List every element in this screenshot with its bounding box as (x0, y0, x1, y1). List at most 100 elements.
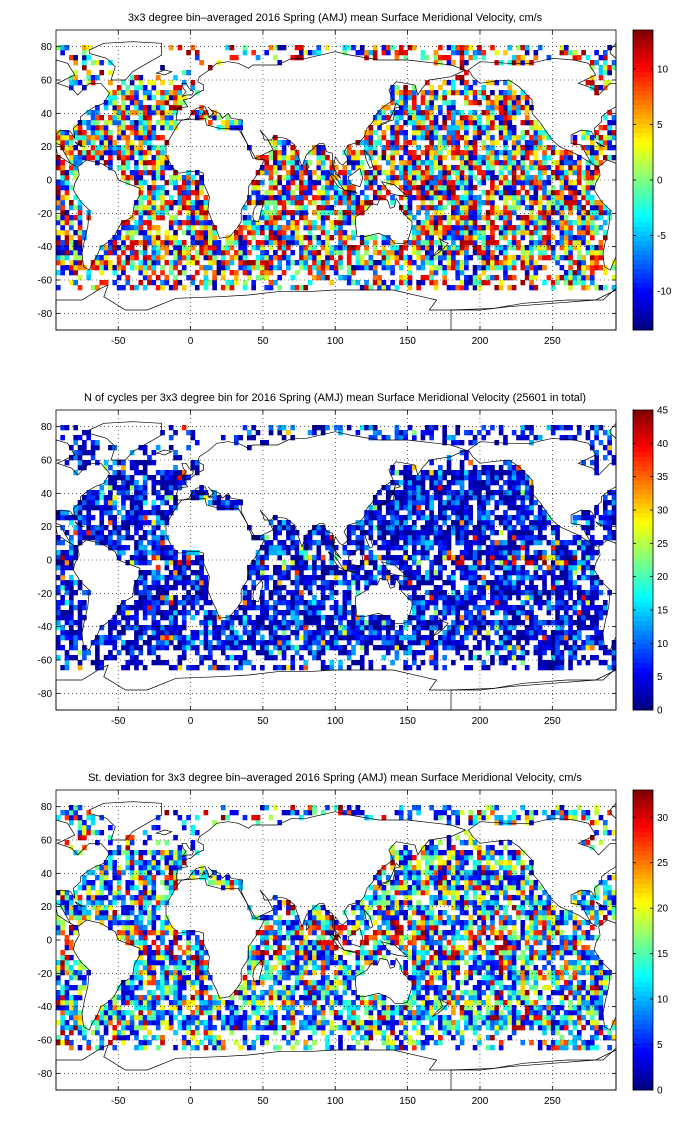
data-cell (125, 155, 131, 161)
data-cell (60, 630, 65, 636)
data-cell (481, 595, 487, 601)
data-cell (346, 200, 352, 206)
data-cell (129, 655, 135, 661)
data-cell (602, 210, 608, 216)
data-cell (64, 655, 70, 661)
data-cell (572, 55, 578, 61)
data-cell (416, 665, 421, 671)
data-cell (251, 225, 256, 231)
data-cell (181, 80, 187, 86)
data-cell (359, 285, 365, 291)
data-cell (485, 80, 491, 86)
data-cell (598, 630, 604, 636)
data-cell (168, 285, 174, 291)
data-cell (151, 110, 157, 116)
data-cell (490, 225, 495, 231)
data-cell (511, 655, 517, 661)
data-cell (537, 255, 543, 261)
data-cell (364, 250, 369, 256)
data-cell (112, 105, 118, 111)
data-cell (602, 125, 608, 131)
data-cell (398, 45, 404, 51)
data-cell (273, 145, 278, 151)
data-cell (273, 625, 278, 631)
data-cell (364, 130, 369, 136)
data-cell (138, 160, 144, 166)
data-cell (429, 140, 434, 146)
data-cell (542, 190, 547, 196)
data-cell (524, 95, 530, 101)
data-cell (56, 45, 61, 51)
data-cell (568, 590, 573, 596)
data-cell (121, 600, 126, 606)
data-cell (325, 180, 330, 186)
data-cell (255, 570, 261, 576)
data-cell (533, 125, 539, 131)
data-cell (142, 130, 148, 136)
data-cell (320, 165, 326, 171)
data-cell (142, 625, 148, 631)
data-cell (86, 270, 92, 276)
data-cell (411, 575, 417, 581)
data-cell (372, 140, 378, 146)
data-cell (550, 640, 556, 646)
data-cell (95, 255, 100, 261)
data-cell (503, 630, 508, 636)
data-cell (56, 270, 61, 276)
data-cell (394, 150, 400, 156)
data-cell (411, 90, 417, 96)
data-cell (364, 585, 369, 591)
data-cell (446, 645, 452, 651)
data-cell (108, 135, 113, 141)
data-cell (468, 110, 474, 116)
data-cell (277, 260, 283, 266)
data-cell (589, 645, 595, 651)
data-cell (390, 635, 395, 641)
data-cell (490, 150, 495, 156)
data-cell (268, 635, 274, 641)
data-cell (377, 140, 382, 146)
data-cell (134, 635, 139, 641)
data-cell (563, 610, 569, 616)
data-cell (485, 235, 491, 241)
data-cell (477, 165, 482, 171)
data-cell (481, 260, 487, 266)
data-cell (69, 610, 74, 616)
data-cell (351, 580, 356, 586)
data-cell (602, 70, 608, 76)
data-cell (438, 195, 443, 201)
data-cell (568, 575, 573, 581)
data-cell (533, 120, 539, 126)
data-cell (64, 145, 70, 151)
data-cell (134, 75, 139, 81)
data-cell (546, 165, 552, 171)
data-cell (464, 135, 469, 141)
data-cell (589, 150, 595, 156)
data-cell (533, 220, 539, 226)
data-cell (359, 620, 365, 626)
colorbar-segment (633, 311, 653, 317)
data-cell (316, 160, 322, 166)
data-cell (207, 280, 213, 286)
data-cell (151, 85, 157, 91)
colorbar-tick-label: 5 (657, 120, 663, 131)
data-cell (464, 165, 469, 171)
data-cell (468, 205, 474, 211)
data-cell (138, 85, 144, 91)
data-cell (247, 615, 252, 621)
data-cell (207, 265, 213, 271)
y-tick-label: -80 (38, 309, 53, 320)
data-cell (416, 605, 421, 611)
data-cell (424, 170, 430, 176)
data-cell (455, 125, 461, 131)
data-cell (555, 160, 560, 166)
data-cell (498, 210, 504, 216)
data-cell (294, 585, 300, 591)
data-cell (563, 600, 569, 606)
data-cell (472, 120, 478, 126)
data-cell (338, 250, 343, 256)
data-cell (173, 105, 178, 111)
data-cell (116, 255, 122, 261)
data-cell (247, 630, 252, 636)
data-cell (433, 155, 439, 161)
